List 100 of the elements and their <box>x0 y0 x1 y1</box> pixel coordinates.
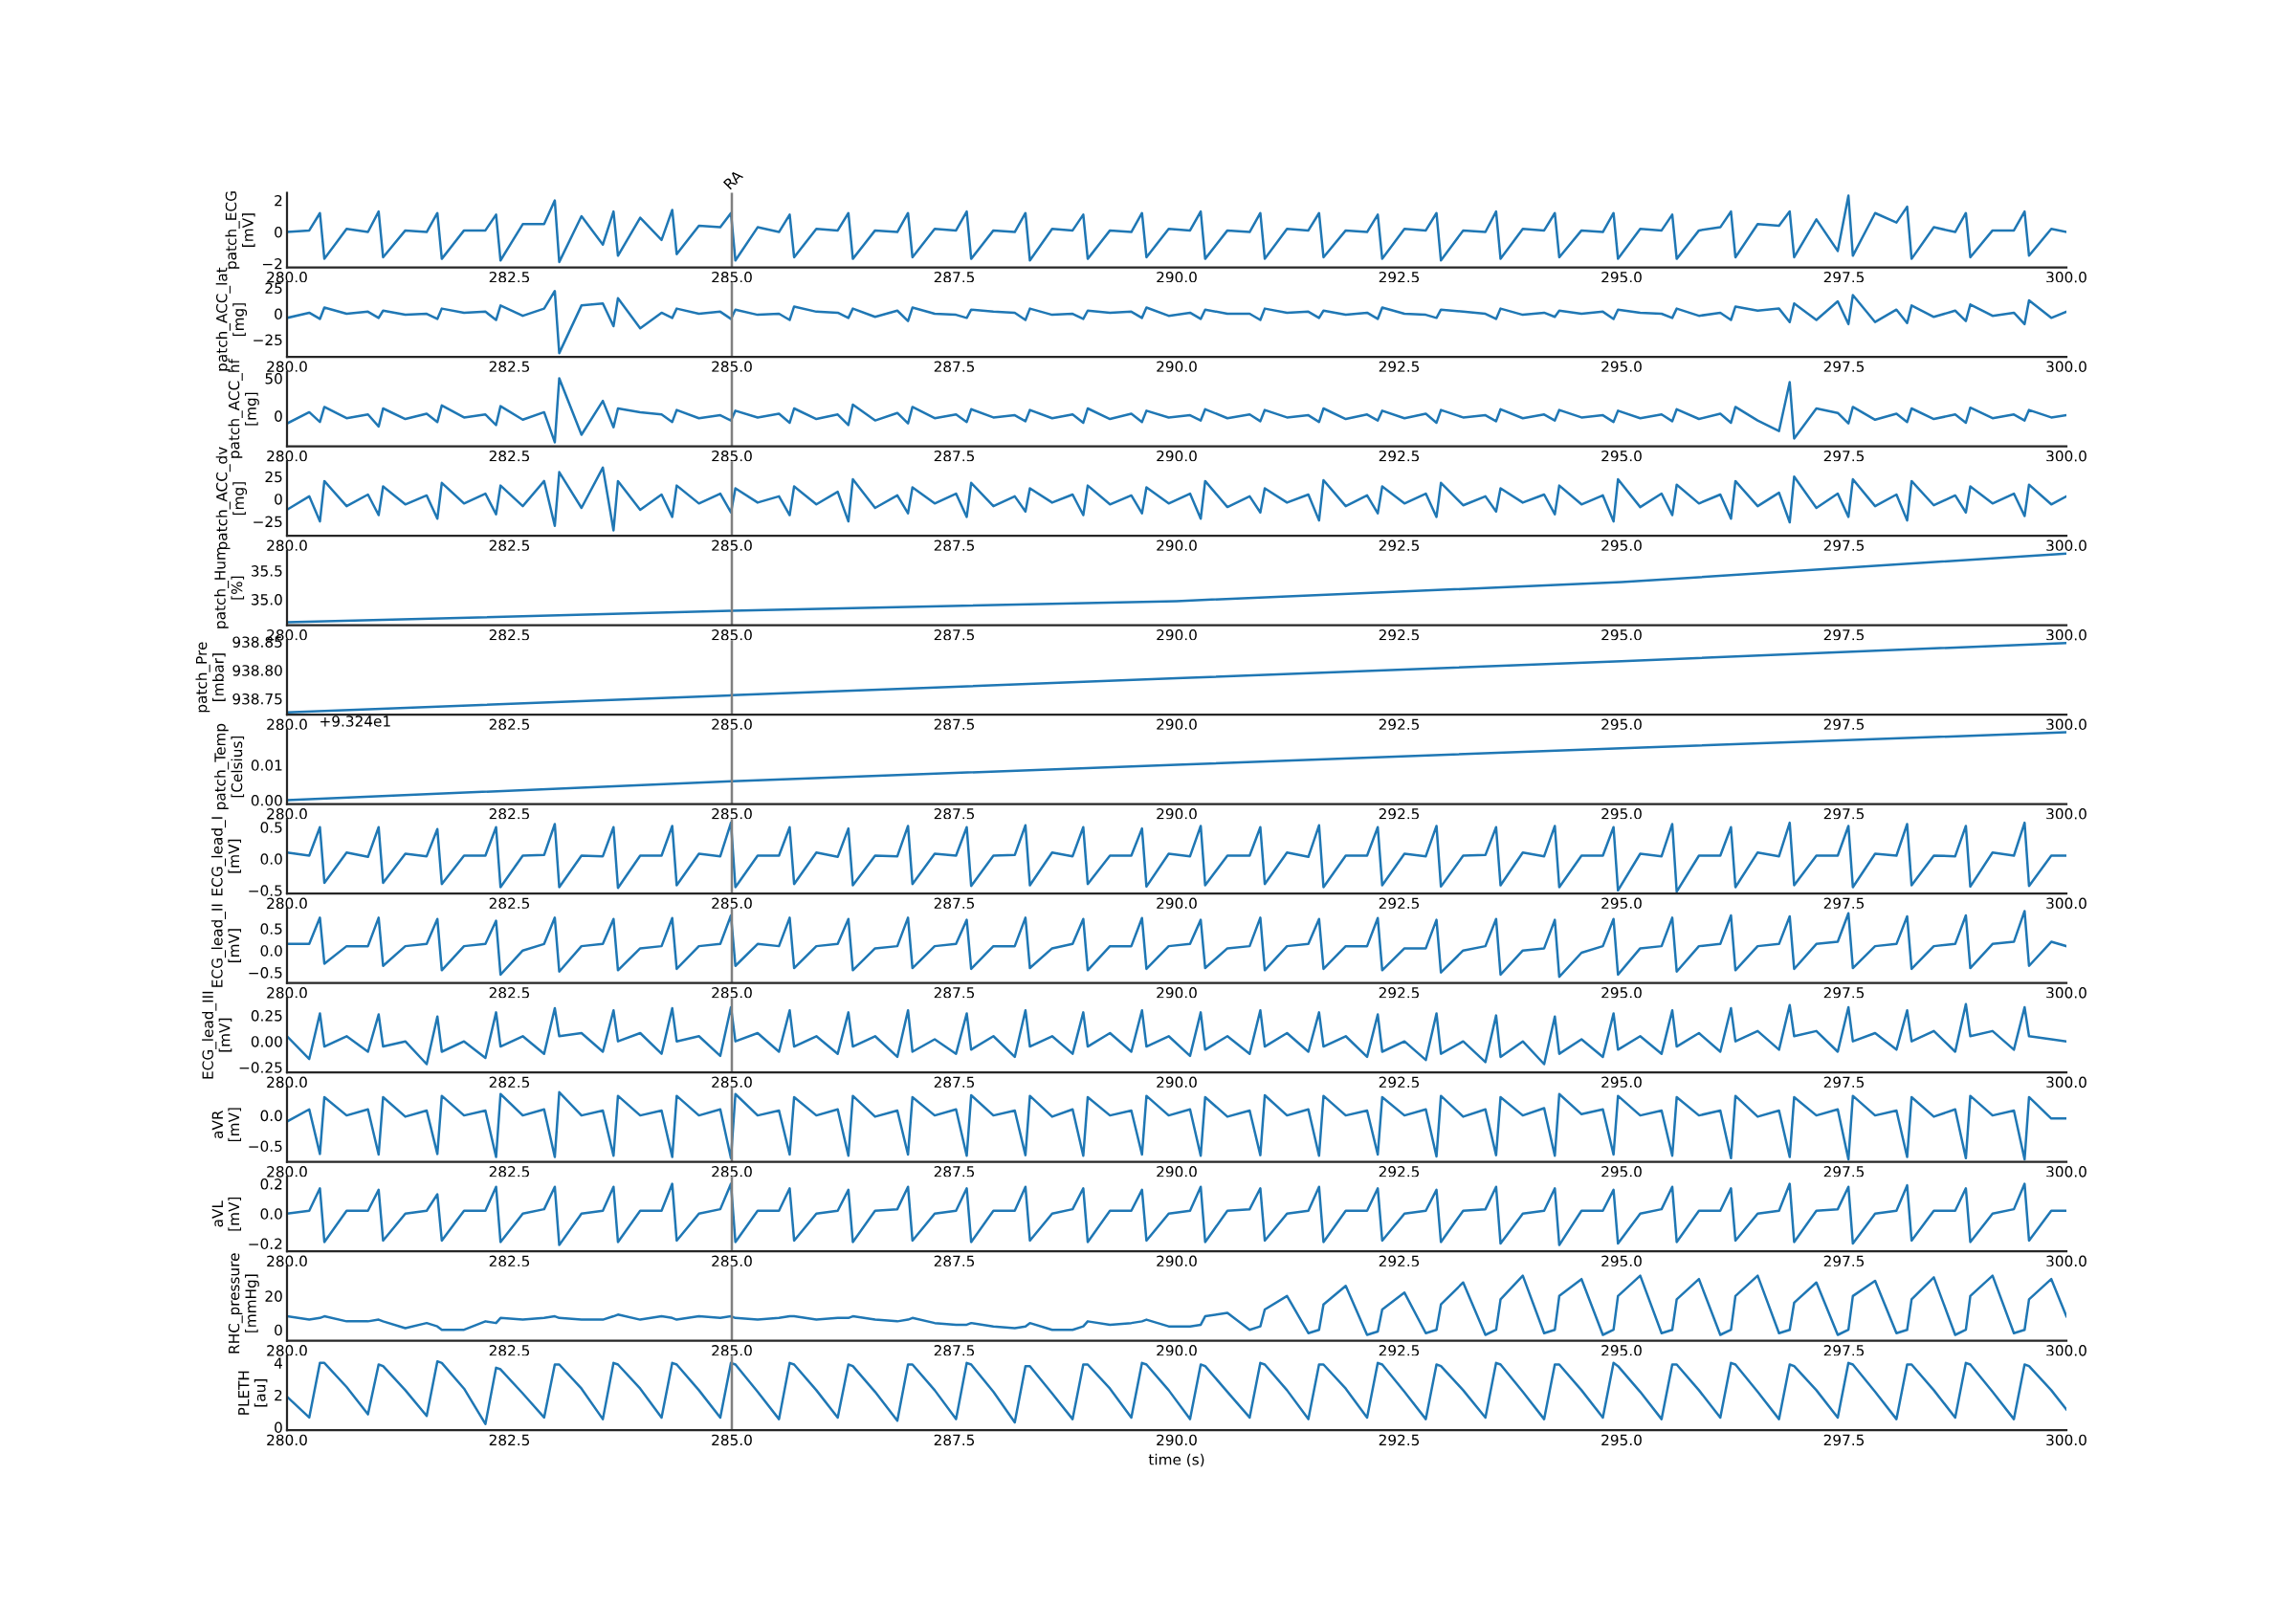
x-tick-label: 295.0 <box>1601 1434 1642 1446</box>
x-tick-label: 287.5 <box>934 1255 975 1267</box>
x-tick-label: 300.0 <box>2046 629 2086 641</box>
x-tick-label: 282.5 <box>489 271 530 283</box>
x-tick-label: 285.0 <box>712 629 752 641</box>
x-tick-label: 295.0 <box>1601 1076 1642 1089</box>
x-tick-label: 292.5 <box>1379 629 1420 641</box>
x-tick-label: 285.0 <box>712 1255 752 1267</box>
x-tick-label: 295.0 <box>1601 987 1642 999</box>
x-tick-label: 295.0 <box>1601 897 1642 910</box>
x-tick-label: 300.0 <box>2046 361 2086 373</box>
x-tick-label: 300.0 <box>2046 808 2086 820</box>
x-tick-label: 292.5 <box>1379 1255 1420 1267</box>
y-tick-label: 25 <box>265 282 282 294</box>
y-tick-label: 938.80 <box>232 665 282 676</box>
x-tick-label: 300.0 <box>2046 271 2086 283</box>
y-axis-title: aVL [mV] <box>211 1197 242 1231</box>
x-tick-label: 282.5 <box>489 450 530 462</box>
x-tick-label: 297.5 <box>1823 1434 1865 1446</box>
x-tick-label: 280.0 <box>267 271 307 283</box>
x-tick-label: 290.0 <box>1157 629 1197 641</box>
y-tick-label: 0.5 <box>260 923 282 935</box>
y-tick-label: 50 <box>265 373 282 385</box>
x-tick-label: 295.0 <box>1601 361 1642 373</box>
x-tick-label: 287.5 <box>934 539 975 552</box>
x-tick-label: 297.5 <box>1823 629 1865 641</box>
x-tick-label: 295.0 <box>1601 808 1642 820</box>
x-tick-label: 290.0 <box>1157 1076 1197 1089</box>
y-tick-label: −0.5 <box>249 885 282 896</box>
x-tick-label: 282.5 <box>489 629 530 641</box>
x-tick-label: 295.0 <box>1601 271 1642 283</box>
x-tick-label: 280.0 <box>267 1345 307 1356</box>
y-tick-label: 0.0 <box>260 945 282 957</box>
y-axis-title: patch_ECG [mV] <box>225 191 255 269</box>
x-tick-label: 292.5 <box>1379 450 1420 462</box>
x-tick-label: 282.5 <box>489 1434 530 1446</box>
x-tick-label: 280.0 <box>267 1166 307 1178</box>
x-tick-label: 290.0 <box>1157 1345 1197 1356</box>
x-tick-label: 280.0 <box>267 987 307 999</box>
x-tick-label: 292.5 <box>1379 1076 1420 1089</box>
y-axis-title: ECG_lead_II [mV] <box>210 904 242 987</box>
x-tick-label: 292.5 <box>1379 1434 1420 1446</box>
x-tick-label: 290.0 <box>1157 1434 1197 1446</box>
x-tick-label: 300.0 <box>2046 450 2086 462</box>
y-tick-label: −25 <box>254 516 282 528</box>
x-tick-label: 287.5 <box>934 271 975 283</box>
x-tick-label: 280.0 <box>267 808 307 820</box>
x-tick-label: 285.0 <box>712 1076 752 1089</box>
x-tick-label: 300.0 <box>2046 718 2086 731</box>
y-tick-label: −0.25 <box>239 1062 282 1073</box>
x-tick-label: 287.5 <box>934 450 975 462</box>
x-tick-label: 290.0 <box>1157 897 1197 910</box>
y-tick-label: 0 <box>275 1421 282 1434</box>
x-axis-title: time (s) <box>1148 1453 1204 1467</box>
x-tick-label: 300.0 <box>2046 897 2086 910</box>
y-tick-label: −0.5 <box>249 967 282 979</box>
x-tick-label: 300.0 <box>2046 1166 2086 1178</box>
x-tick-label: 282.5 <box>489 361 530 373</box>
x-tick-label: 282.5 <box>489 1076 530 1089</box>
x-tick-label: 285.0 <box>712 271 752 283</box>
x-tick-label: 290.0 <box>1157 718 1197 731</box>
x-tick-label: 287.5 <box>934 808 975 820</box>
x-tick-label: 297.5 <box>1823 1255 1865 1267</box>
x-tick-label: 287.5 <box>934 718 975 731</box>
x-tick-label: 297.5 <box>1823 271 1865 283</box>
y-tick-label: 0 <box>275 410 282 422</box>
x-tick-label: 280.0 <box>267 1434 307 1446</box>
x-tick-label: 290.0 <box>1157 361 1197 373</box>
y-tick-label: 938.75 <box>232 693 282 705</box>
x-tick-label: 282.5 <box>489 718 530 731</box>
y-tick-label: 2 <box>275 194 282 207</box>
y-tick-label: 0.01 <box>251 759 282 771</box>
x-tick-label: 285.0 <box>712 361 752 373</box>
y-tick-label: 2 <box>275 1389 282 1401</box>
x-tick-label: 280.0 <box>267 361 307 373</box>
x-tick-label: 282.5 <box>489 808 530 820</box>
x-tick-label: 287.5 <box>934 1166 975 1178</box>
y-tick-label: 0.00 <box>251 1036 282 1047</box>
x-tick-label: 297.5 <box>1823 1345 1865 1356</box>
ref-line-label: RA <box>722 169 744 190</box>
y-tick-label: 35.5 <box>251 565 282 577</box>
x-tick-label: 280.0 <box>267 897 307 910</box>
x-tick-label: 292.5 <box>1379 539 1420 552</box>
x-tick-label: 287.5 <box>934 629 975 641</box>
x-tick-label: 280.0 <box>267 539 307 552</box>
x-tick-label: 282.5 <box>489 1255 530 1267</box>
x-tick-label: 287.5 <box>934 897 975 910</box>
x-tick-label: 297.5 <box>1823 361 1865 373</box>
x-tick-label: 287.5 <box>934 987 975 999</box>
y-tick-label: −0.5 <box>249 1140 282 1153</box>
x-tick-label: 287.5 <box>934 1345 975 1356</box>
x-tick-label: 285.0 <box>712 1166 752 1178</box>
y-tick-label: 0 <box>275 227 282 238</box>
x-tick-label: 295.0 <box>1601 1166 1642 1178</box>
x-tick-label: 300.0 <box>2046 1255 2086 1267</box>
x-tick-label: 292.5 <box>1379 361 1420 373</box>
x-tick-label: 287.5 <box>934 1434 975 1446</box>
x-tick-label: 285.0 <box>712 808 752 820</box>
x-tick-label: 297.5 <box>1823 1166 1865 1178</box>
y-tick-label: 0.0 <box>260 853 282 865</box>
